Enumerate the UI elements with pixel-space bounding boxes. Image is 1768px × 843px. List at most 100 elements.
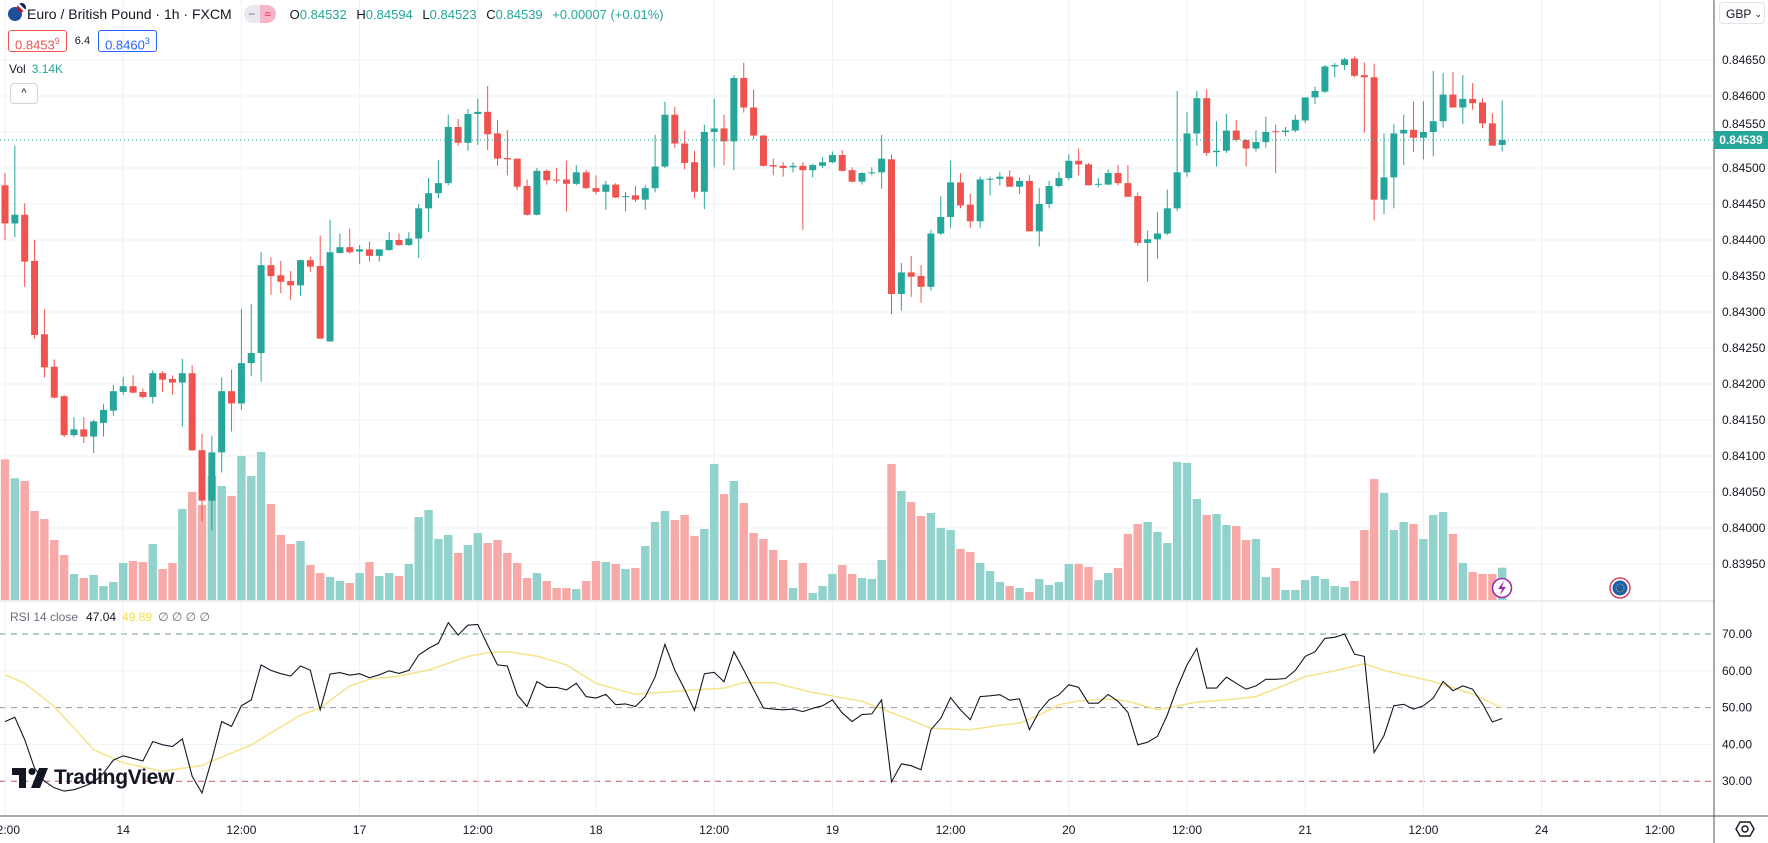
collapse-legend-icon[interactable]: − [243,5,260,23]
volume-legend[interactable]: Vol 3.14K [9,62,63,76]
candle[interactable] [927,229,935,291]
candle[interactable] [139,388,147,399]
rsi-legend[interactable]: RSI 14 close 47.04 49.89 ∅ ∅ ∅ ∅ [10,610,210,624]
candle[interactable] [769,158,777,176]
candle[interactable] [1055,172,1063,188]
candle[interactable] [947,160,955,228]
candle[interactable] [1380,133,1388,215]
candle[interactable] [1,173,9,240]
candle[interactable] [888,154,895,315]
candle[interactable] [1439,72,1447,128]
candle[interactable] [543,169,551,185]
time-axis[interactable]: 12:00 14 12:00 17 12:00 18 12:00 19 12:00 20 12:00… [0,823,1675,837]
candle[interactable] [996,172,1004,186]
symbol-header[interactable]: Euro / British Pound · 1h · FXCM − ≈ O0.… [8,3,664,24]
candle[interactable] [198,433,206,522]
candle[interactable] [434,160,442,199]
sell-button[interactable]: 0.84539 [8,30,67,52]
candle[interactable] [474,98,482,145]
candle[interactable] [415,204,423,258]
candle[interactable] [1065,154,1073,181]
candle[interactable] [1163,189,1171,235]
rsi-axis[interactable]: 70.00 60.00 50.00 40.00 30.00 [1722,627,1752,788]
candle[interactable] [661,101,669,168]
candle[interactable] [159,371,167,392]
candle[interactable] [50,359,58,399]
candle[interactable] [494,119,501,166]
candle[interactable] [247,304,255,377]
candle[interactable] [1479,98,1486,129]
candle[interactable] [976,176,984,228]
candle[interactable] [513,158,521,191]
candle[interactable] [1094,178,1102,188]
candle[interactable] [218,377,226,473]
candle[interactable] [1341,57,1349,71]
candle[interactable] [365,241,373,262]
candle[interactable] [897,263,905,311]
candle[interactable] [356,245,364,264]
candle[interactable] [1272,124,1280,174]
candle[interactable] [819,157,827,168]
candle[interactable] [1429,70,1437,157]
symbol-title[interactable]: Euro / British Pound · 1h · FXCM [27,6,232,22]
candle[interactable] [602,180,610,210]
candle[interactable] [454,119,462,146]
candle[interactable] [562,160,570,212]
candle[interactable] [750,89,758,140]
candle[interactable] [1104,169,1112,186]
candle[interactable] [966,193,974,228]
candle[interactable] [21,203,29,287]
candle[interactable] [1488,113,1496,146]
candle[interactable] [267,257,275,295]
candle[interactable] [188,365,196,451]
candle[interactable] [612,183,620,199]
candle[interactable] [178,358,186,427]
candle[interactable] [385,232,393,251]
candle[interactable] [405,232,413,246]
candle[interactable] [70,417,78,438]
collapse-indicators-button[interactable]: ^ [10,83,38,104]
market-status-pill[interactable]: − ≈ [243,5,276,23]
candle[interactable] [956,173,964,209]
candle[interactable] [533,168,541,216]
candle[interactable] [208,435,216,531]
candle[interactable] [691,150,698,199]
buy-button[interactable]: 0.84603 [98,30,157,52]
delayed-data-icon[interactable]: ≈ [259,5,276,23]
candle[interactable] [641,185,649,210]
candle[interactable] [1045,180,1053,209]
candle[interactable] [464,108,472,151]
candle[interactable] [1419,101,1427,160]
candle[interactable] [277,260,285,294]
tradingview-logo[interactable]: TradingView [12,764,174,792]
candle[interactable] [1301,97,1309,124]
candle[interactable] [1183,111,1191,177]
currency-dropdown[interactable]: GBP ⌄ [1719,2,1765,24]
candle[interactable] [1173,90,1181,212]
candle[interactable] [40,309,48,378]
candle[interactable] [484,85,492,150]
candle[interactable] [572,165,580,186]
candle[interactable] [1459,75,1467,125]
candle[interactable] [1350,56,1358,78]
candle[interactable] [1203,89,1211,156]
candle[interactable] [257,252,265,382]
candle[interactable] [878,134,886,189]
candle[interactable] [119,376,127,395]
candle[interactable] [848,167,856,183]
candle[interactable] [622,191,630,212]
candle[interactable] [1370,63,1378,221]
candle[interactable] [1449,72,1457,108]
candle[interactable] [425,178,433,233]
candle[interactable] [1282,126,1289,137]
candle[interactable] [168,375,176,395]
candle[interactable] [90,420,98,454]
candle[interactable] [1075,148,1083,176]
candle[interactable] [129,375,137,394]
candle[interactable] [592,175,600,195]
candle[interactable] [582,170,590,189]
candle[interactable] [287,270,295,300]
candle[interactable] [1213,121,1221,167]
candle[interactable] [228,369,236,432]
